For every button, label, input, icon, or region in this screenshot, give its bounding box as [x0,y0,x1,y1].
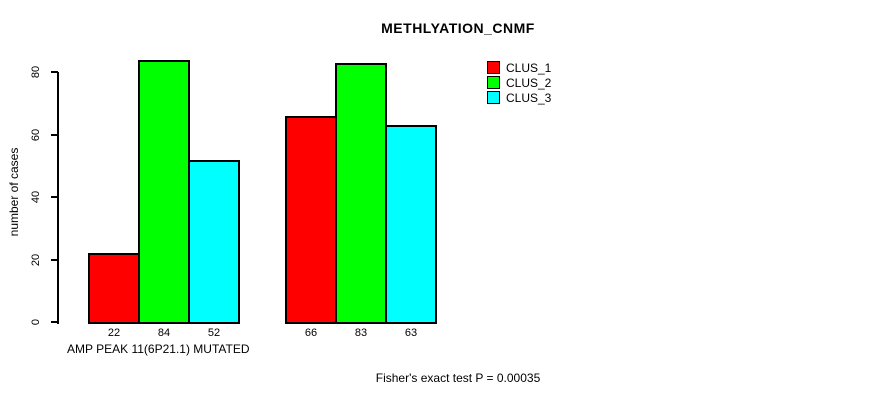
legend-swatch-icon [487,61,500,74]
stat-annotation: Fisher's exact test P = 0.00035 [375,371,541,385]
bar-value-label: 84 [157,327,171,339]
y-tick-label: 40 [30,190,42,204]
bar-clus_2-group-1 [138,59,190,324]
legend: CLUS_1 CLUS_2 CLUS_3 [487,60,551,105]
y-tick-mark [51,71,58,73]
legend-item-clus_3: CLUS_3 [487,90,551,105]
bar-clus_1-group-1 [88,253,140,324]
legend-swatch-icon [487,76,500,89]
legend-item-clus_1: CLUS_1 [487,60,551,75]
bar-value-label: 22 [107,327,121,339]
bar-value-label: 52 [207,327,221,339]
y-tick-label: 20 [30,253,42,266]
legend-label: CLUS_1 [506,60,552,75]
bar-value-label: 63 [404,327,418,339]
x-axis-label: AMP PEAK 11(6P21.1) MUTATED [67,342,250,356]
y-tick-label: 60 [30,128,42,141]
y-tick-mark [51,196,58,198]
legend-swatch-icon [487,91,500,104]
bar-clus_2-group-2 [335,62,387,324]
legend-item-clus_2: CLUS_2 [487,75,551,90]
y-tick-mark [51,258,58,261]
bar-value-label: 66 [304,327,318,339]
chart-title: METHLYATION_CNMF [381,20,535,36]
y-tick-label: 0 [30,318,42,326]
legend-label: CLUS_3 [506,90,552,105]
y-tick-mark [51,321,58,323]
bar-value-label: 83 [354,327,368,339]
bar-clus_3-group-1 [188,159,240,324]
bar-clus_1-group-2 [285,115,337,324]
bar-clus_3-group-2 [385,125,437,324]
legend-label: CLUS_2 [506,75,552,90]
y-axis-line [57,72,59,324]
y-axis-label: number of cases [7,147,21,237]
y-tick-mark [51,133,58,136]
y-tick-label: 80 [30,65,42,79]
